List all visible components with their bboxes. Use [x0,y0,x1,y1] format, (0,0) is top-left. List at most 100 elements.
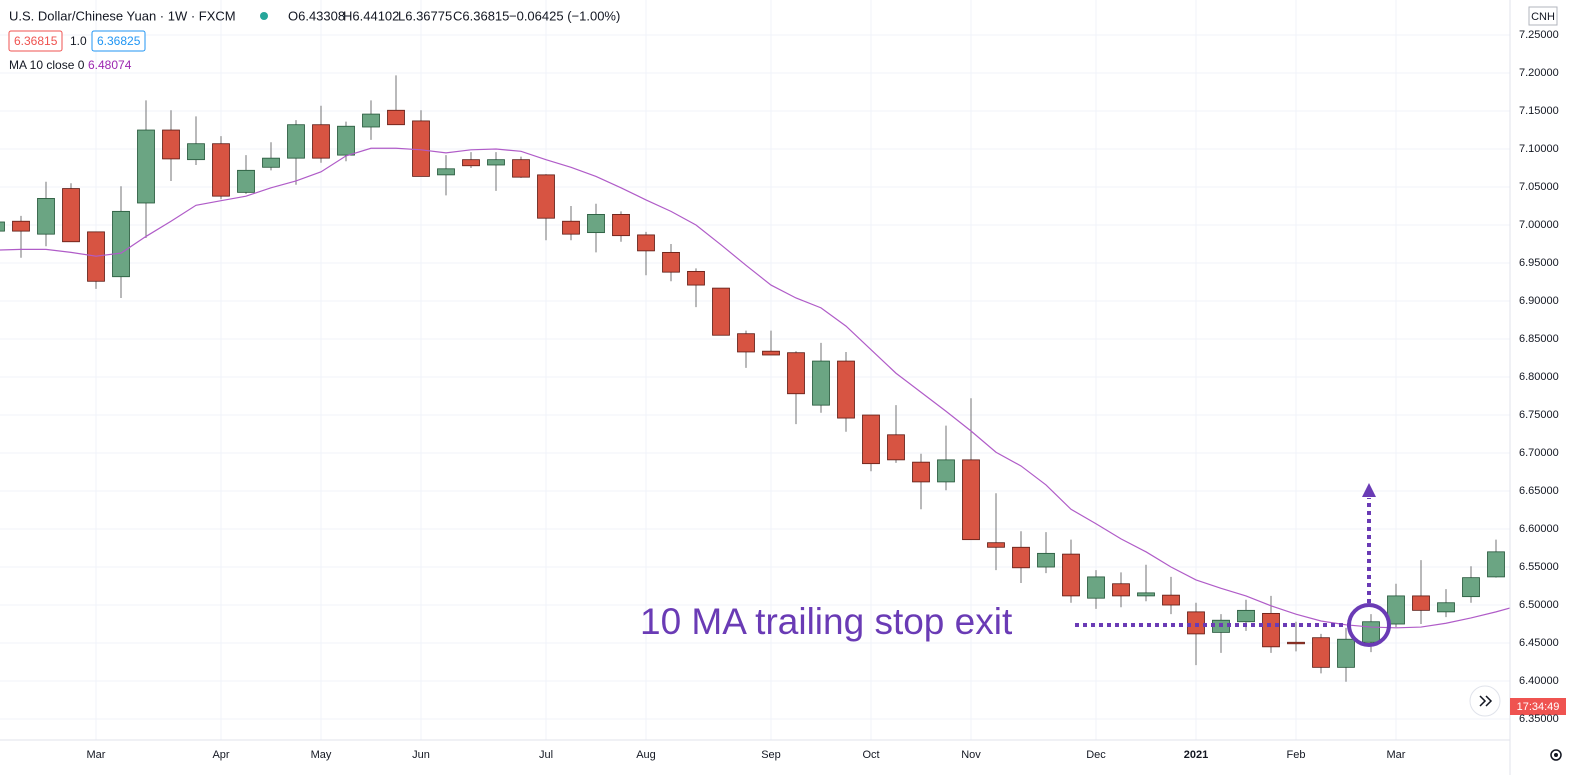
y-tick-label: 6.45000 [1519,637,1559,649]
y-tick-label: 6.80000 [1519,371,1559,383]
x-tick-label: Dec [1086,749,1106,761]
candle-body [262,157,280,168]
x-tick-label: Apr [212,749,229,761]
ask-box[interactable] [91,30,146,52]
currency[interactable]: CNH [1531,11,1555,23]
candle-body [1337,638,1355,668]
candle-body [987,542,1005,548]
y-tick-label: 7.05000 [1519,181,1559,193]
candle-body [1087,576,1105,599]
candle-body [1287,641,1305,645]
candle-body [1462,577,1480,598]
candle-body [1162,594,1180,606]
y-tick-label: 6.70000 [1519,447,1559,459]
candle-body [62,188,80,243]
x-tick-label: Jun [412,749,430,761]
candle-body [0,221,5,232]
bid[interactable]: 6.36815 [14,34,58,48]
candle-body [837,360,855,419]
annotation-circle [1347,603,1391,647]
candle-body [912,461,930,483]
time-tag [1510,698,1566,715]
y-tick-label: 7.15000 [1519,105,1559,117]
y-tick-label: 7.25000 [1519,29,1559,41]
candle-body [537,174,555,219]
x-tick-label: Feb [1287,749,1306,761]
x-tick-label: May [311,749,332,761]
grid [0,0,1510,740]
candle-body [412,120,430,177]
y-tick-label: 6.65000 [1519,485,1559,497]
ma-value: 6.48074 [88,58,132,72]
x-tick-label: Aug [636,749,656,761]
y-tick-label: 7.20000 [1519,67,1559,79]
candle-body [887,434,905,461]
spread: 1.0 [70,34,87,48]
currency-box[interactable] [1528,6,1558,26]
change: −0.06425 (−1.00%) [509,8,620,23]
x-tick-label: Sep [761,749,781,761]
candle-body [612,213,630,237]
candle-body [762,350,780,356]
candle-body [1412,595,1430,611]
candle-body [737,333,755,353]
ohlc: O6.43308 [288,8,345,23]
candle-body [162,129,180,160]
candle-body [437,168,455,176]
candle-body [562,220,580,235]
candle-body [237,169,255,193]
candle-body [687,270,705,286]
candle-body [1037,552,1055,568]
candle-body [662,251,680,273]
candle-body [1012,546,1030,569]
candle-body [137,129,155,204]
candle-body [1237,609,1255,623]
candle-body [937,459,955,483]
candle-body [812,360,830,406]
candle-body [787,352,805,395]
candle-body [462,159,480,167]
candle-body [12,220,30,232]
ask[interactable]: 6.36825 [97,34,141,48]
candle-body [1437,602,1455,613]
status-dot [260,12,268,20]
candle-body [512,159,530,178]
y-tick-label: 6.90000 [1519,295,1559,307]
y-tick-label: 6.75000 [1519,409,1559,421]
bid-box[interactable] [8,30,63,52]
ohlc: H6.44102 [343,8,399,23]
y-tick-label: 6.50000 [1519,599,1559,611]
candle-body [362,113,380,128]
symbol: U.S. Dollar/Chinese Yuan · 1W · FXCM [9,8,236,23]
scroll-icon[interactable] [1479,695,1493,707]
candle-body [587,213,605,234]
plot [0,75,1510,682]
y-tick-label: 7.10000 [1519,143,1559,155]
ma-line [0,147,1510,629]
settings-icon[interactable] [1550,749,1562,761]
candle-body [1137,592,1155,597]
ma-legend: MA 10 close 0 [9,58,85,72]
y-tick-label: 6.55000 [1519,561,1559,573]
candle-body [712,287,730,336]
candle-body [387,109,405,126]
y-tick-label: 6.35000 [1519,713,1559,725]
candle-body [112,210,130,278]
ohlc: L6.36775 [398,8,452,23]
y-tick-label: 6.95000 [1519,257,1559,269]
candle-body [1062,553,1080,597]
candle-body [1312,637,1330,668]
candle-body [187,143,205,161]
annotation: 10 MA trailing stop exit [640,483,1391,647]
x-tick-label: 2021 [1184,749,1208,761]
y-tick-label: 6.40000 [1519,675,1559,687]
candle-body [1262,612,1280,648]
candle-body [1187,611,1205,635]
candle-body [37,198,55,235]
candle-body [962,459,980,541]
x-tick-label: Oct [862,749,879,761]
candle-body [212,143,230,197]
candle-body [862,414,880,465]
time-tag-text: 17:34:49 [1517,701,1560,713]
